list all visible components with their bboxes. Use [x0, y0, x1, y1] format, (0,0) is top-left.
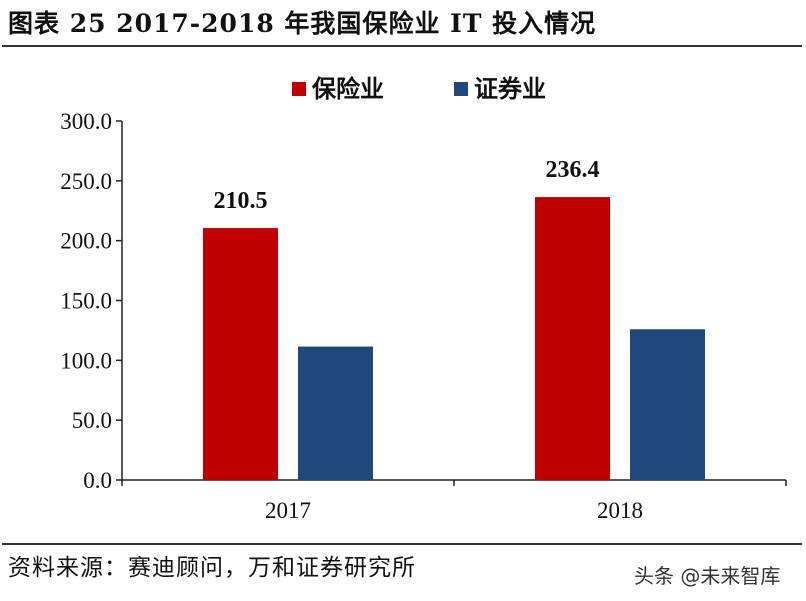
data-label: 236.4	[546, 157, 600, 183]
legend-swatch	[292, 82, 306, 96]
y-tick-label: 0.0	[83, 468, 112, 493]
bar-保险业-2018	[535, 197, 610, 480]
x-axis: 2017 2018	[121, 479, 787, 523]
bar-chart: 保险业 证券业 0.050.0100.0150.0200.0250.0300.0 …	[60, 75, 787, 523]
y-axis: 0.0 50.0 100.0 150.0 200.0 250.0 300.0	[60, 109, 123, 493]
y-tick-label: 50.0	[72, 408, 112, 433]
y-tick-label: 250.0	[60, 169, 112, 194]
x-tick-label: 2018	[597, 498, 643, 523]
legend-label: 保险业	[311, 75, 384, 103]
legend-label: 证券业	[474, 75, 546, 103]
legend: 保险业 证券业	[292, 75, 546, 103]
top-rule	[2, 45, 802, 47]
bars: 210.5 236.4	[203, 157, 705, 480]
y-tick-label: 300.0	[60, 109, 112, 134]
y-tick-label: 150.0	[60, 289, 112, 314]
watermark: 头条 @未来智库	[634, 564, 781, 588]
y-tick-label: 100.0	[60, 348, 112, 373]
bar-证券业-2017	[298, 346, 373, 480]
bottom-rule	[2, 543, 802, 545]
data-label: 210.5	[214, 188, 268, 214]
x-tick-label: 2017	[265, 498, 311, 523]
bar-证券业-2018	[630, 329, 705, 480]
legend-swatch	[454, 82, 468, 96]
y-tick-label: 200.0	[60, 229, 112, 254]
bar-保险业-2017	[203, 228, 278, 480]
source-note: 资料来源：赛迪顾问，万和证券研究所	[8, 555, 416, 581]
chart-title: 图表 25 2017-2018 年我国保险业 IT 投入情况	[8, 9, 597, 38]
